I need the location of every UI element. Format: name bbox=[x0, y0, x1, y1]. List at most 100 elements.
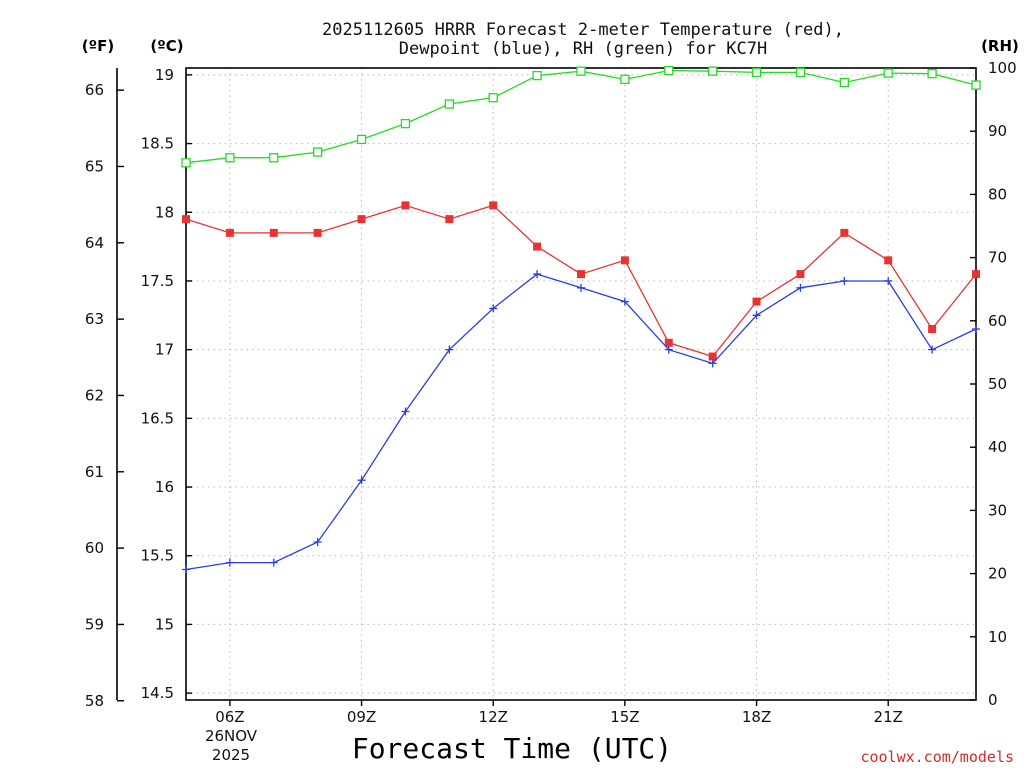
dewpoint-point bbox=[357, 476, 366, 485]
rh-tick-label: 70 bbox=[988, 249, 1007, 267]
rh-tick-label: 10 bbox=[988, 628, 1007, 646]
fahrenheit-tick-label: 61 bbox=[85, 463, 104, 481]
unit-celsius: (ºC) bbox=[150, 37, 183, 55]
temperature-point bbox=[489, 201, 498, 210]
dewpoint-point bbox=[533, 270, 542, 279]
rh-line bbox=[185, 69, 977, 164]
celsius-tick-label: 16.5 bbox=[141, 409, 174, 427]
rh-tick-label: 30 bbox=[988, 501, 1007, 519]
temperature-point bbox=[796, 270, 805, 279]
x-tick-label: 09Z bbox=[347, 708, 376, 726]
fahrenheit-tick-label: 64 bbox=[85, 234, 104, 252]
grid-lines bbox=[186, 68, 976, 700]
x-tick-label: 18Z bbox=[742, 708, 771, 726]
fahrenheit-axis-ticks: 58 59 60 61 62 63 64 65 66 bbox=[85, 81, 124, 710]
dewpoint-point bbox=[269, 558, 278, 567]
temperature-point bbox=[928, 325, 937, 334]
dewpoint-point bbox=[928, 345, 937, 354]
date-label-day: 26NOV bbox=[205, 727, 258, 745]
plot-frame bbox=[185, 67, 977, 701]
series-layer bbox=[181, 65, 981, 574]
x-tick-label: 12Z bbox=[479, 708, 508, 726]
celsius-tick-label: 17.5 bbox=[141, 272, 174, 290]
unit-fahrenheit: (ºF) bbox=[82, 37, 114, 55]
temperature-point bbox=[313, 228, 322, 237]
dewpoint-point bbox=[664, 345, 673, 354]
dewpoint-line bbox=[185, 273, 977, 571]
temperature-point bbox=[533, 242, 542, 251]
temperature-point bbox=[972, 270, 980, 279]
rh-point bbox=[795, 67, 806, 78]
rh-axis-ticks: 0 10 20 30 40 50 60 70 80 90 100 bbox=[970, 59, 1017, 709]
dewpoint-point bbox=[182, 565, 190, 574]
temperature-point bbox=[445, 215, 454, 224]
temperature-point bbox=[269, 228, 278, 237]
unit-rh: (RH) bbox=[981, 37, 1019, 55]
rh-tick-label: 80 bbox=[988, 185, 1007, 203]
rh-tick-label: 40 bbox=[988, 438, 1007, 456]
celsius-tick-label: 18 bbox=[155, 203, 174, 221]
credit-link[interactable]: coolwx.com/models bbox=[860, 748, 1014, 766]
rh-point bbox=[620, 74, 630, 85]
rh-point bbox=[927, 69, 937, 79]
rh-point bbox=[313, 147, 323, 157]
fahrenheit-tick-label: 66 bbox=[85, 81, 104, 99]
dewpoint-point bbox=[884, 276, 893, 285]
rh-point bbox=[488, 93, 498, 103]
dewpoint-point bbox=[445, 345, 454, 354]
dewpoint-point bbox=[401, 407, 410, 416]
rh-point bbox=[444, 99, 454, 109]
temperature-point bbox=[752, 297, 761, 306]
dewpoint-point bbox=[489, 304, 498, 313]
x-tick-label: 06Z bbox=[215, 708, 244, 726]
rh-point bbox=[356, 134, 367, 145]
rh-point bbox=[181, 158, 191, 168]
celsius-tick-label: 18.5 bbox=[141, 135, 174, 153]
rh-tick-label: 0 bbox=[988, 691, 998, 709]
temperature-point bbox=[225, 228, 234, 237]
rh-tick-label: 20 bbox=[988, 565, 1007, 583]
dewpoint-point bbox=[752, 311, 761, 320]
dewpoint-point bbox=[577, 283, 585, 292]
rh-point bbox=[269, 153, 279, 163]
celsius-tick-label: 15 bbox=[155, 615, 174, 633]
rh-point bbox=[225, 153, 235, 163]
time-axis-ticks: 06Z 09Z 12Z 15Z 18Z 21Z bbox=[215, 700, 903, 726]
dewpoint-series bbox=[182, 270, 980, 574]
temperature-point bbox=[664, 338, 673, 347]
celsius-tick-label: 19 bbox=[155, 66, 174, 84]
fahrenheit-tick-label: 63 bbox=[85, 310, 104, 328]
x-tick-label: 15Z bbox=[610, 708, 639, 726]
rh-point bbox=[576, 66, 586, 76]
axes bbox=[116, 67, 977, 701]
celsius-tick-label: 15.5 bbox=[141, 547, 174, 565]
fahrenheit-tick-label: 60 bbox=[85, 539, 104, 557]
rh-point bbox=[664, 65, 674, 76]
celsius-tick-label: 17 bbox=[155, 341, 174, 359]
rh-tick-label: 90 bbox=[988, 122, 1007, 140]
temperature-point bbox=[620, 256, 629, 265]
dewpoint-point bbox=[708, 359, 717, 368]
dewpoint-point bbox=[972, 325, 980, 334]
temperature-point bbox=[401, 201, 410, 210]
temperature-point bbox=[708, 352, 717, 361]
dewpoint-point bbox=[313, 538, 322, 546]
temperature-point bbox=[884, 256, 893, 265]
dewpoint-point bbox=[620, 297, 629, 306]
rh-series bbox=[181, 65, 981, 168]
celsius-tick-label: 16 bbox=[155, 478, 174, 496]
rh-point bbox=[839, 77, 849, 88]
temperature-point bbox=[840, 228, 849, 237]
fahrenheit-tick-label: 65 bbox=[85, 157, 104, 175]
rh-tick-label: 100 bbox=[988, 59, 1017, 77]
rh-point bbox=[971, 80, 981, 90]
celsius-tick-label: 14.5 bbox=[141, 684, 174, 702]
rh-point bbox=[883, 68, 893, 78]
chart-title-line2: Dewpoint (blue), RH (green) for KC7H bbox=[399, 39, 767, 59]
temperature-point bbox=[577, 270, 585, 279]
rh-point bbox=[532, 70, 542, 81]
temperature-point bbox=[357, 215, 366, 224]
dewpoint-point bbox=[796, 283, 805, 292]
fahrenheit-tick-label: 59 bbox=[85, 615, 104, 633]
